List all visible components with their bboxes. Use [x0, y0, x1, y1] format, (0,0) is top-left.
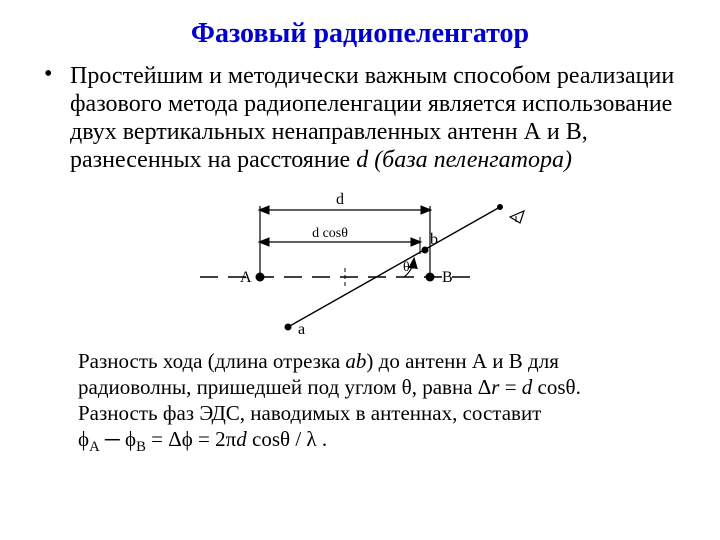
bt-l1b: ab	[345, 349, 366, 373]
bt-l4a: ϕ	[78, 427, 89, 451]
label-B: В	[442, 269, 453, 286]
diagram-container: d d cosθ θ	[44, 182, 676, 342]
phase-diagram: d d cosθ θ	[180, 182, 540, 342]
antenna-B-dot	[426, 273, 435, 282]
bt-l4b: A	[89, 439, 100, 455]
bt-l4d: B	[136, 439, 146, 455]
label-d: d	[336, 191, 344, 208]
bt-l1c: ) до антенн А и В для	[366, 349, 558, 373]
bt-l4e: = Δϕ = 2π	[146, 427, 236, 451]
wave-below	[260, 277, 288, 327]
bt-l2a: радиоволны, пришедшей под углом θ, равна…	[78, 375, 491, 399]
wave-line	[288, 207, 500, 327]
bullet-marker: •	[44, 62, 70, 90]
label-b: b	[430, 231, 438, 248]
bullet-item: • Простейшим и методически важным способ…	[44, 62, 676, 174]
bullet-part-4: d (база пеленгатора)	[356, 147, 572, 173]
bt-l2d: d	[522, 375, 533, 399]
bullet-part-2: А и В	[524, 119, 582, 145]
bt-l2e: cosθ.	[532, 375, 581, 399]
label-theta: θ	[403, 260, 410, 275]
label-dcos: d cosθ	[312, 226, 348, 241]
bottom-paragraph: Разность хода (длина отрезка ab) до анте…	[78, 348, 666, 460]
bt-l4g: cosθ / λ .	[247, 427, 327, 451]
source-icon	[510, 211, 524, 223]
bt-l4c: ─ ϕ	[100, 427, 136, 451]
bt-l4f: d	[236, 427, 247, 451]
slide-title: Фазовый радиопеленгатор	[44, 18, 676, 50]
far-dot	[497, 204, 503, 210]
bt-l1a: Разность хода (длина отрезка	[78, 349, 345, 373]
label-A: А	[240, 269, 252, 286]
point-b-dot	[422, 247, 429, 254]
bt-l3: Разность фаз ЭДС, наводимых в антеннах, …	[78, 401, 541, 425]
slide-root: Фазовый радиопеленгатор • Простейшим и м…	[0, 0, 720, 540]
bullet-text: Простейшим и методически важным способом…	[70, 62, 676, 174]
bt-l2c: =	[499, 375, 521, 399]
point-a-dot	[285, 324, 292, 331]
label-a: a	[298, 321, 305, 338]
antenna-A-dot	[256, 273, 265, 282]
